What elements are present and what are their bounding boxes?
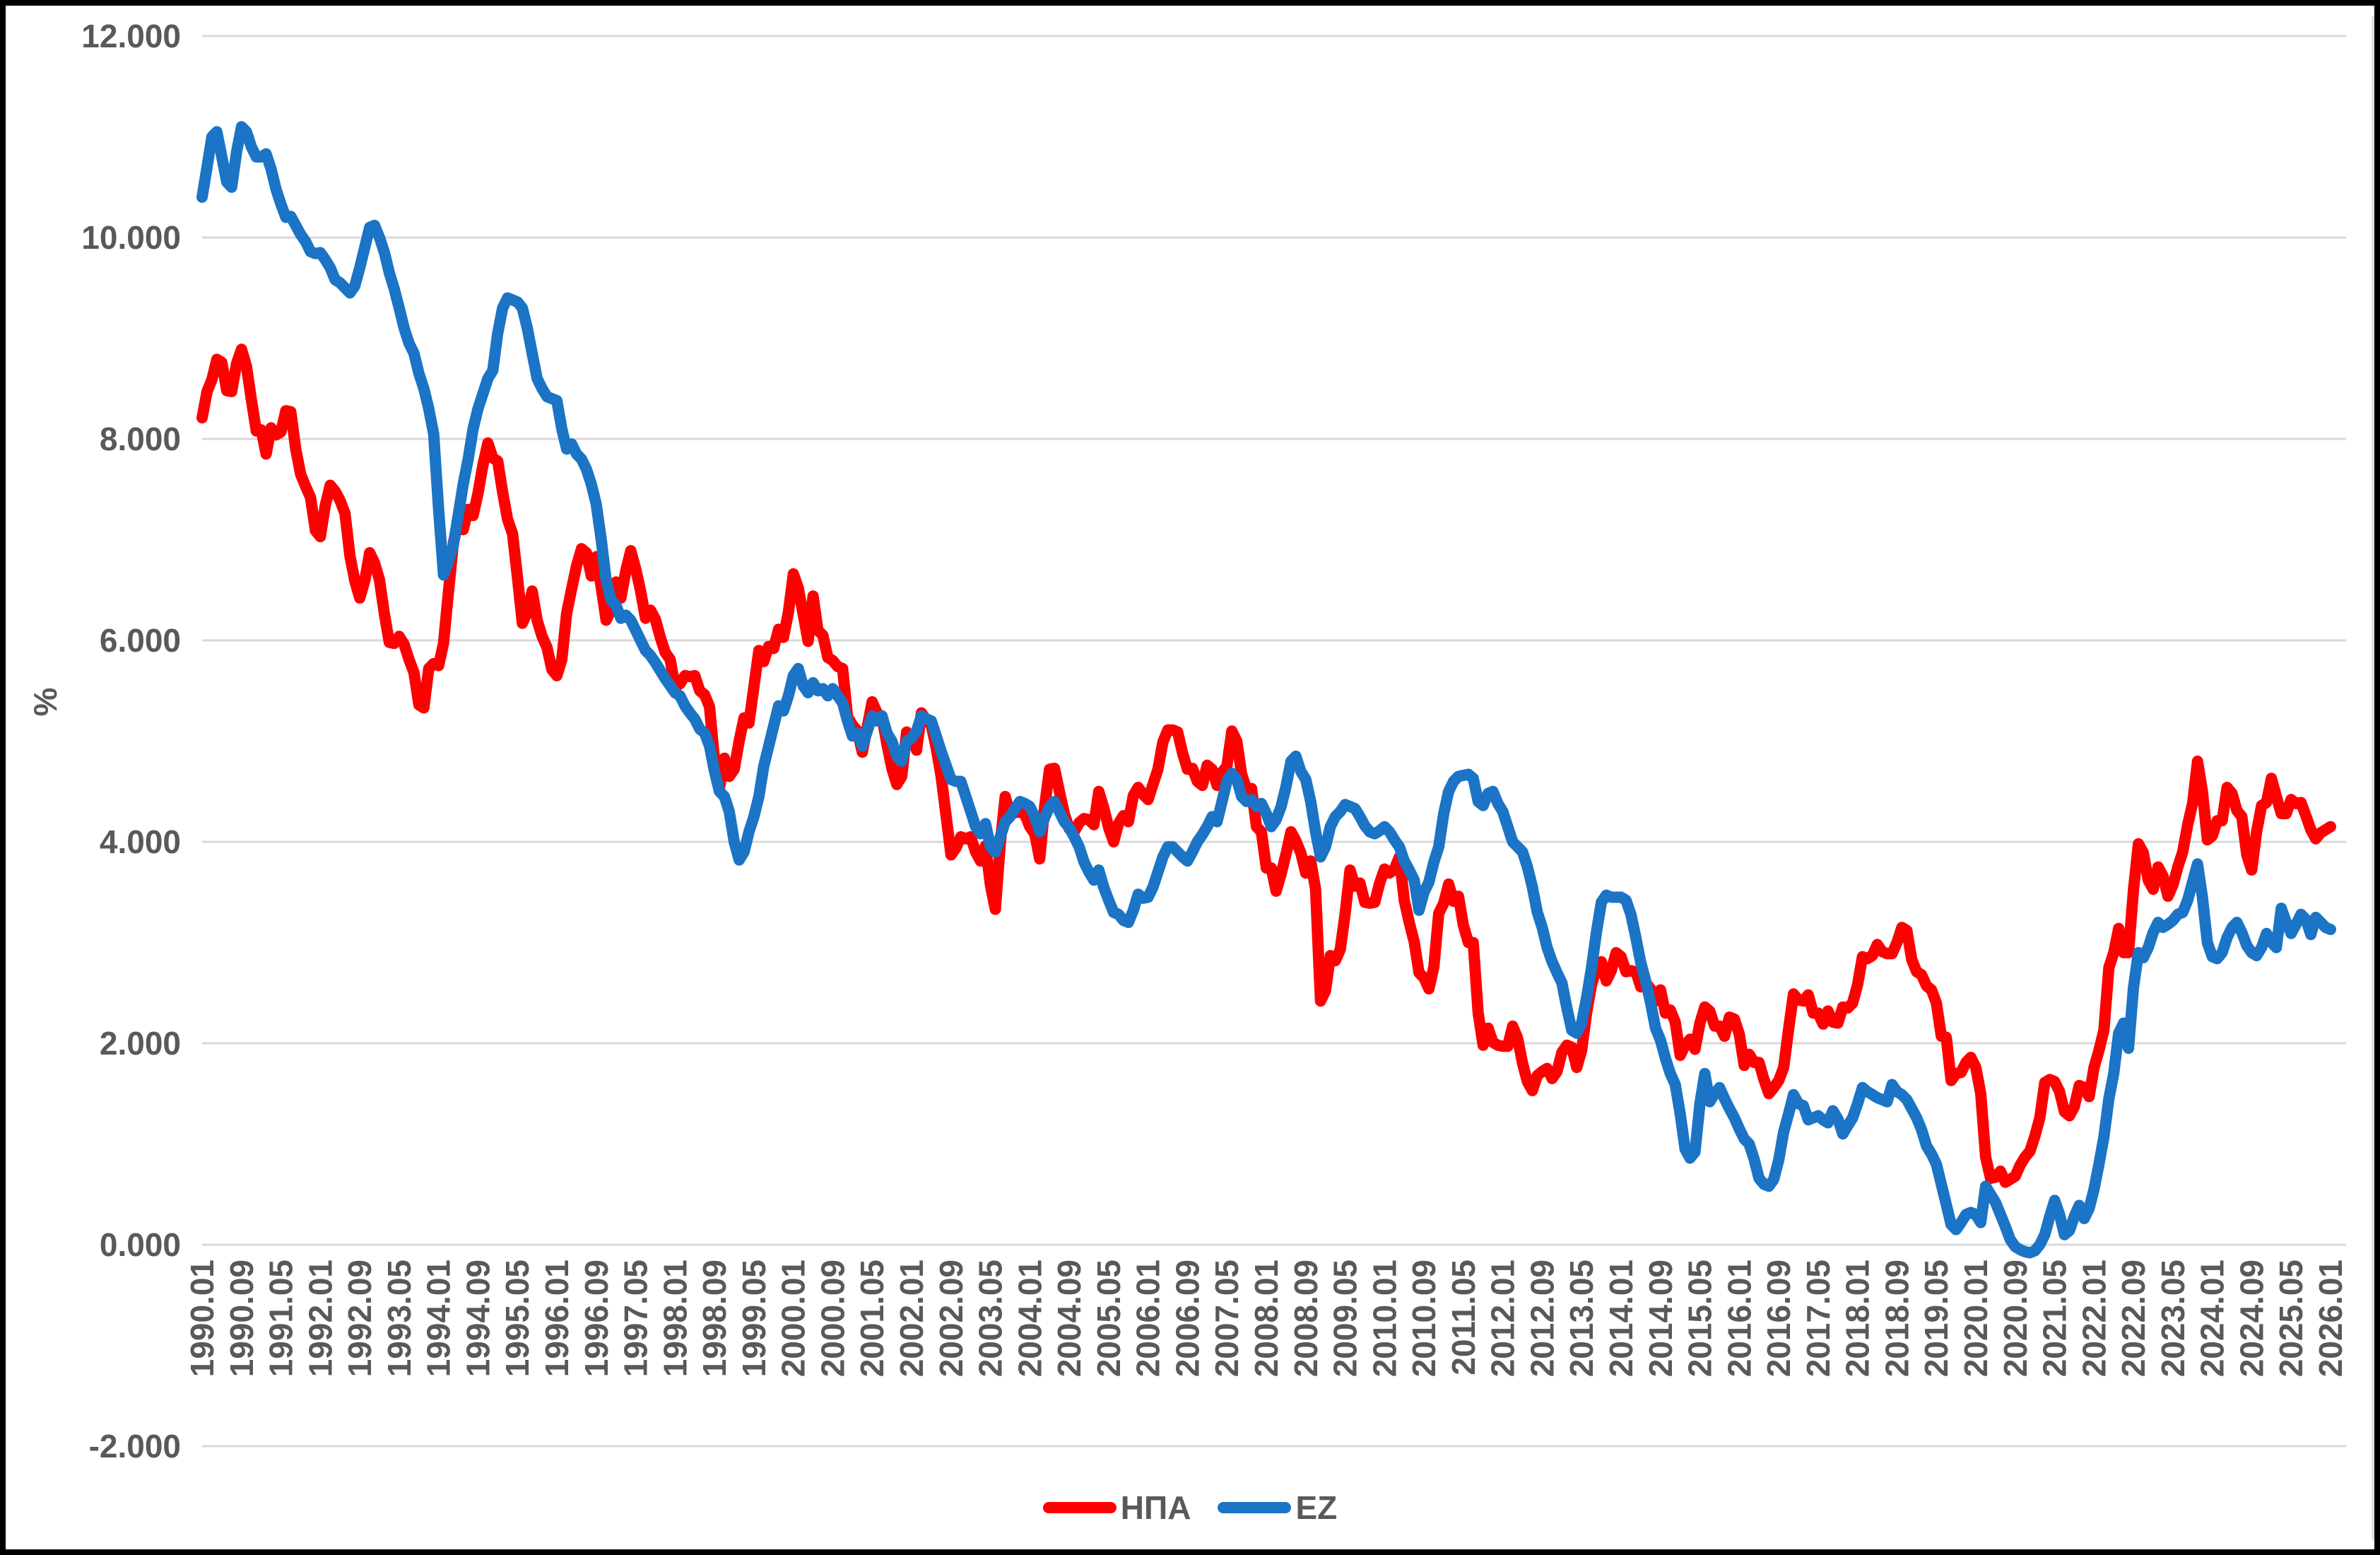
x-axis-tick-label: 2024.09 (2233, 1260, 2270, 1377)
series-line-ez (196, 121, 2336, 1259)
x-axis-tick-label: 2008.01 (1248, 1260, 1285, 1377)
x-axis-tick-label: 2003.05 (972, 1260, 1009, 1377)
x-axis-tick-label: 2006.01 (1130, 1260, 1167, 1377)
x-axis-tick-label: 2019.05 (1918, 1260, 1955, 1377)
x-axis-tick-label: 2012.01 (1485, 1260, 1521, 1377)
y-axis-tick-label: 12.000 (81, 18, 181, 54)
x-axis-tick-label: 1993.05 (381, 1260, 418, 1377)
x-axis-tick-label: 2010.09 (1406, 1260, 1442, 1377)
x-axis-tick-label: 2013.05 (1563, 1260, 1600, 1377)
x-axis-tick-label: 2020.01 (1957, 1260, 1994, 1377)
y-axis-tick-label: 0.000 (100, 1226, 181, 1263)
y-axis-tick-label: 6.000 (100, 622, 181, 659)
x-axis-tick-label: 2002.09 (933, 1260, 970, 1377)
x-axis-tick-label: 1998.09 (696, 1260, 733, 1377)
x-axis-tick-label: 2016.09 (1760, 1260, 1797, 1377)
x-axis-tick-label: 1996.01 (538, 1260, 575, 1377)
x-axis-tick-label: 2007.05 (1208, 1260, 1245, 1377)
x-axis-tick-label: 2022.01 (2075, 1260, 2112, 1377)
x-axis-tick-label: 1991.05 (263, 1260, 300, 1377)
y-axis-tick-label: 8.000 (100, 421, 181, 457)
x-axis-tick-label: 2005.05 (1090, 1260, 1127, 1377)
y-axis-tick-label: 4.000 (100, 823, 181, 860)
x-axis-tick-label: 2020.09 (1997, 1260, 2034, 1377)
x-axis-tick-label: 1997.05 (618, 1260, 654, 1377)
x-axis-tick-label: 2011.05 (1445, 1260, 1482, 1375)
x-axis-tick-label: 1994.01 (420, 1260, 457, 1377)
chart-canvas: 12.000 10.000 8.000 6.000 4.000 2.000 0.000 -2.… (27, 16, 2374, 1539)
x-axis-tick-label: 1994.09 (459, 1260, 496, 1377)
legend-line-swatch-ez (1218, 1502, 1292, 1513)
x-axis-tick-label: 2014.09 (1642, 1260, 1679, 1377)
series-line-usa (196, 344, 2336, 1188)
y-axis-tick-label: 2.000 (100, 1025, 181, 1062)
x-axis-tick-label: 1992.01 (302, 1260, 338, 1377)
x-axis-tick-label: 2015.05 (1682, 1260, 1719, 1377)
y-axis-tick-label: -2.000 (89, 1428, 181, 1465)
x-axis-tick-label: 2000.01 (775, 1260, 812, 1377)
x-axis-tick-label: 2024.01 (2194, 1260, 2231, 1377)
x-axis-tick-label: 2025.05 (2273, 1260, 2309, 1377)
legend-label-usa: ΗΠΑ (1120, 1489, 1191, 1526)
x-axis-tick-label: 2014.01 (1603, 1260, 1639, 1377)
x-axis-tick-label: 2010.01 (1366, 1260, 1403, 1377)
x-axis-tick-label: 2006.09 (1169, 1260, 1206, 1377)
legend-item-ez: EZ (1218, 1491, 1337, 1524)
x-axis-tick-labels: 1990.01 1990.09 1991.05 1992.01 1992.09 1993.… (184, 1260, 2349, 1377)
x-axis-tick-label: 1992.09 (341, 1260, 378, 1377)
legend-line-swatch-usa (1042, 1502, 1117, 1513)
x-axis-tick-label: 2000.09 (814, 1260, 851, 1377)
x-axis-tick-label: 2009.05 (1327, 1260, 1364, 1377)
x-axis-tick-label: 2002.01 (893, 1260, 930, 1377)
legend: ΗΠΑ EZ (6, 1491, 2374, 1524)
y-axis-tick-label: 10.000 (81, 219, 181, 256)
x-axis-tick-label: 2023.05 (2155, 1260, 2191, 1377)
gridlines (202, 35, 2346, 1448)
x-axis-tick-label: 2016.01 (1721, 1260, 1757, 1377)
x-axis-tick-label: 2021.05 (2037, 1260, 2073, 1377)
x-axis-tick-label: 1990.01 (184, 1260, 220, 1377)
x-axis-tick-label: 2008.09 (1288, 1260, 1324, 1377)
y-axis-title: % (27, 688, 64, 717)
x-axis-tick-label: 2022.09 (2115, 1260, 2152, 1377)
x-axis-tick-label: 2001.05 (854, 1260, 890, 1377)
x-axis-tick-label: 1998.01 (656, 1260, 693, 1377)
x-axis-tick-label: 2018.01 (1839, 1260, 1876, 1377)
x-axis-tick-label: 1995.05 (499, 1260, 536, 1377)
x-axis-tick-label: 2018.09 (1878, 1260, 1915, 1377)
x-axis-tick-label: 2017.05 (1800, 1260, 1837, 1377)
x-axis-tick-label: 2026.01 (2312, 1260, 2349, 1377)
x-axis-tick-label: 1990.09 (223, 1260, 260, 1377)
x-axis-tick-label: 2012.09 (1524, 1260, 1560, 1377)
x-axis-tick-label: 2004.01 (1011, 1260, 1048, 1377)
legend-label-ez: EZ (1295, 1489, 1338, 1526)
x-axis-tick-label: 2004.09 (1051, 1260, 1088, 1377)
legend-item-usa: ΗΠΑ (1042, 1489, 1191, 1526)
y-axis-tick-labels: 12.000 10.000 8.000 6.000 4.000 2.000 0.000 -2.… (81, 18, 181, 1465)
x-axis-tick-label: 1999.05 (736, 1260, 772, 1377)
x-axis-tick-label: 1996.09 (578, 1260, 615, 1377)
